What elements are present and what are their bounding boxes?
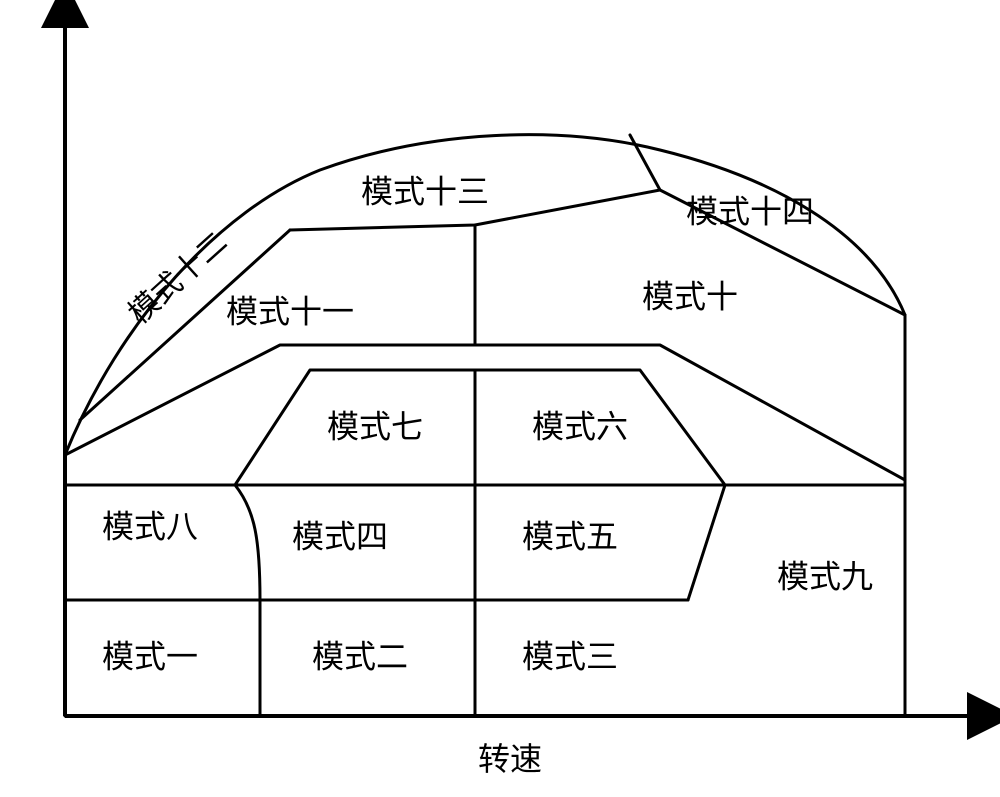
label-mode2: 模式二: [312, 638, 408, 674]
label-mode10: 模式十: [642, 278, 738, 314]
diagram-svg: 模式一 模式二 模式三 模式四 模式五 模式六 模式七模式八模式九 模式十 模式十一模式十二 模式…: [0, 0, 1000, 797]
label-mode1: 模式一: [102, 638, 198, 674]
label-mode8: 模式八: [102, 508, 198, 544]
label-mode4: 模式四: [292, 518, 388, 554]
label-mode11: 模式十一: [226, 293, 354, 329]
boundary-mode5-right: [688, 485, 725, 600]
label-mode13: 模式十三: [361, 173, 489, 209]
label-mode7: 模式七: [327, 408, 423, 444]
axes: [65, 20, 975, 716]
label-mode9: 模式九: [777, 558, 873, 594]
boundary-dome-inner: [235, 370, 725, 485]
label-mode12: 模式十二: [123, 226, 234, 331]
x-axis-label: 转速: [478, 741, 542, 777]
label-mode14: 模式十四: [686, 193, 814, 229]
mode-region-diagram: 模式一 模式二 模式三 模式四 模式五 模式六 模式七模式八模式九 模式十 模式十一模式十二 模式…: [0, 0, 1000, 797]
label-mode5: 模式五: [522, 518, 618, 554]
label-mode6: 模式六: [532, 408, 628, 444]
label-mode3: 模式三: [522, 638, 618, 674]
boundary-mode4-left: [235, 485, 260, 600]
boundary-mode11-10-outer: [65, 345, 905, 480]
